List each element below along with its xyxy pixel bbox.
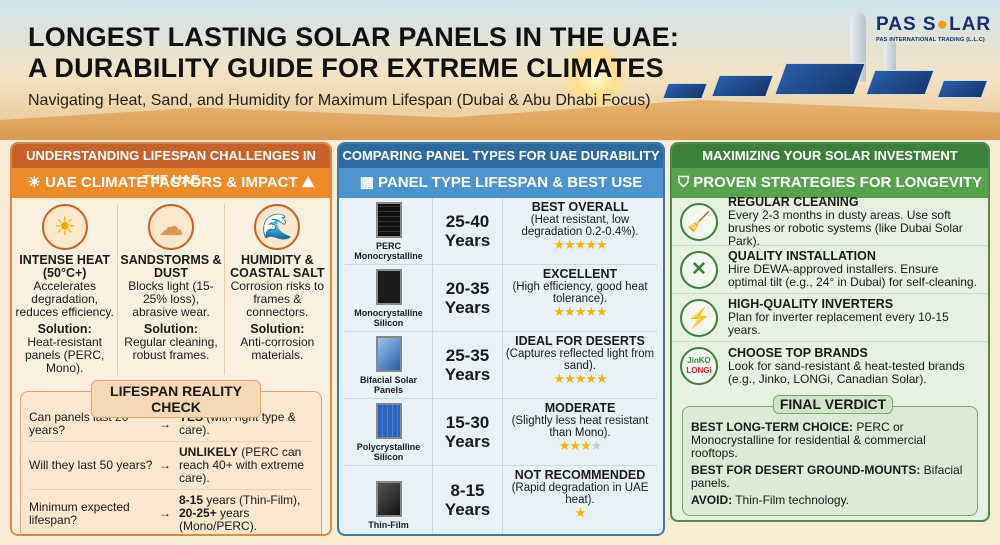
strategy-item: ✕ QUALITY INSTALLATION Hire DEWA-approved … xyxy=(672,246,988,294)
strategy-item: 🧹 REGULAR CLEANING Every 2-3 months in dus… xyxy=(672,195,988,247)
panel-type-cell: Thin-Film xyxy=(345,466,433,533)
section-subtitle: ☀ UAE CLIMATE FACTORS & IMPACT ⛰ xyxy=(12,168,330,198)
panel-type-row: Polycrystalline Silicon 15-30 Years MODER… xyxy=(345,399,657,466)
tools-icon: ✕ xyxy=(680,250,718,289)
strategies-panel: MAXIMIZING YOUR SOLAR INVESTMENT ⛉ PROVE… xyxy=(670,142,990,522)
reality-check-title: LIFESPAN REALITY CHECK xyxy=(91,380,261,418)
verdict-item: BEST LONG-TERM CHOICE: PERC or Monocryst… xyxy=(691,420,926,460)
strategy-item: ⚡ HIGH-QUALITY INVERTERS Plan for inverter… xyxy=(672,294,988,342)
check-row: Minimum expected lifespan? → 8-15 years (T… xyxy=(29,493,301,533)
arrow-icon: → xyxy=(159,458,171,472)
star-rating: ★ xyxy=(574,505,587,520)
final-verdict-box: FINAL VERDICT BEST LONG-TERM CHOICE: PER… xyxy=(682,395,978,516)
section-title: UNDERSTANDING LIFESPAN CHALLENGES IN THE… xyxy=(12,144,330,187)
star-rating: ★★★★★ xyxy=(553,304,607,319)
final-verdict-title: FINAL VERDICT xyxy=(773,395,893,414)
factor-sandstorms: ☁ SANDSTORMS & DUST Blocks light (15-25% … xyxy=(118,204,225,375)
verdict-item: BEST FOR DESERT GROUND-MOUNTS: Bifacial … xyxy=(691,463,963,490)
solar-panel-image xyxy=(375,202,402,238)
best-use-cell: NOT RECOMMENDED (Rapid degradation in UAE… xyxy=(503,466,657,533)
section-title: MAXIMIZING YOUR SOLAR INVESTMENT xyxy=(672,144,988,168)
check-row: Will they last 50 years? → UNLIKELY (PERC … xyxy=(29,442,313,490)
broom-icon: 🧹 xyxy=(680,202,718,241)
star-rating: ★★★★★ xyxy=(553,371,607,386)
arrow-icon: → xyxy=(159,416,171,431)
page-title: LONGEST LASTING SOLAR PANELS IN THE UAE:… xyxy=(28,22,680,83)
sun-icon: ☀ xyxy=(41,204,88,250)
star-rating: ★★★★★ xyxy=(553,237,607,252)
hero-banner: LONGEST LASTING SOLAR PANELS IN THE UAE:… xyxy=(0,0,1000,140)
panel-type-cell: Polycrystalline Silicon xyxy=(345,399,433,465)
lifespan-cell: 25-35 Years xyxy=(433,332,503,398)
section-subtitle: ⛉ PROVEN STRATEGIES FOR LONGEVITY xyxy=(672,168,988,198)
panel-type-row: PERC Monocrystalline 25-40 Years BEST OVE… xyxy=(345,198,657,265)
shield-check-icon: ⛉ xyxy=(677,174,690,191)
inverter-icon: ⚡ xyxy=(680,298,718,337)
brand-logos-icon: JinKO LONGi xyxy=(680,347,718,385)
best-use-cell: EXCELLENT (High efficiency, good heat tol… xyxy=(503,265,657,331)
sandstorm-icon: ☁ xyxy=(147,204,194,250)
factor-humidity: 🌊 HUMIDITY & COASTAL SALT Corrosion risks… xyxy=(225,204,330,375)
factor-heat: ☀ INTENSE HEAT (50°C+) Accelerates degrad… xyxy=(12,204,119,375)
reality-check-box: LIFESPAN REALITY CHECK Can panels last 2… xyxy=(20,380,322,534)
best-use-cell: BEST OVERALL (Heat resistant, low degrada… xyxy=(503,198,657,264)
solar-panel-image xyxy=(375,336,402,372)
lifespan-challenges-panel: UNDERSTANDING LIFESPAN CHALLENGES IN THE… xyxy=(10,142,332,536)
solar-panel-image xyxy=(375,481,402,517)
panel-type-cell: Monocrystalline Silicon xyxy=(345,265,433,331)
solar-panel-image xyxy=(375,403,402,439)
solar-panels-image xyxy=(655,55,995,105)
panel-comparison-panel: COMPARING PANEL TYPES FOR UAE DURABILITY… xyxy=(337,142,665,536)
page-subtitle: Navigating Heat, Sand, and Humidity for … xyxy=(28,92,651,109)
best-use-cell: IDEAL FOR DESERTS (Captures reflected lig… xyxy=(505,334,655,386)
panel-type-row: Bifacial Solar Panels 25-35 Years IDEAL F… xyxy=(345,332,657,399)
wave-icon: 🌊 xyxy=(254,204,301,250)
star-rating: ★★★★ xyxy=(558,438,603,453)
section-subtitle: ▦ PANEL TYPE LIFESPAN & BEST USE xyxy=(339,168,663,198)
solar-panel-icon: ▦ xyxy=(359,174,374,191)
best-use-cell: MODERATE (Slightly less heat resistant th… xyxy=(503,399,657,465)
strategy-item: JinKO LONGi CHOOSE TOP BRANDS Look for sand… xyxy=(672,342,988,390)
panel-type-row: Thin-Film 8-15 Years NOT RECOMMENDED (Rapi… xyxy=(345,466,657,533)
lifespan-cell: 8-15 Years xyxy=(433,466,503,533)
panel-type-cell: Bifacial Solar Panels xyxy=(345,332,433,398)
section-title: COMPARING PANEL TYPES FOR UAE DURABILITY xyxy=(339,144,663,168)
panel-type-row: Monocrystalline Silicon 20-35 Years EXCEL… xyxy=(345,265,657,332)
panel-type-cell: PERC Monocrystalline xyxy=(345,198,433,264)
lifespan-cell: 25-40 Years xyxy=(433,198,503,264)
lifespan-cell: 20-35 Years xyxy=(433,265,503,331)
solar-panel-image xyxy=(375,269,402,305)
lifespan-cell: 15-30 Years xyxy=(433,399,503,465)
verdict-item: AVOID: Thin-Film technology. xyxy=(691,493,850,507)
pas-solar-logo: PAS S●LAR PAS INTERNATIONAL TRADING (L.L.… xyxy=(876,14,992,43)
desert-icon: ⛰ xyxy=(301,174,315,191)
sun-glow xyxy=(560,40,630,110)
arrow-icon: → xyxy=(159,506,171,520)
sun-icon: ☀ xyxy=(27,174,41,191)
